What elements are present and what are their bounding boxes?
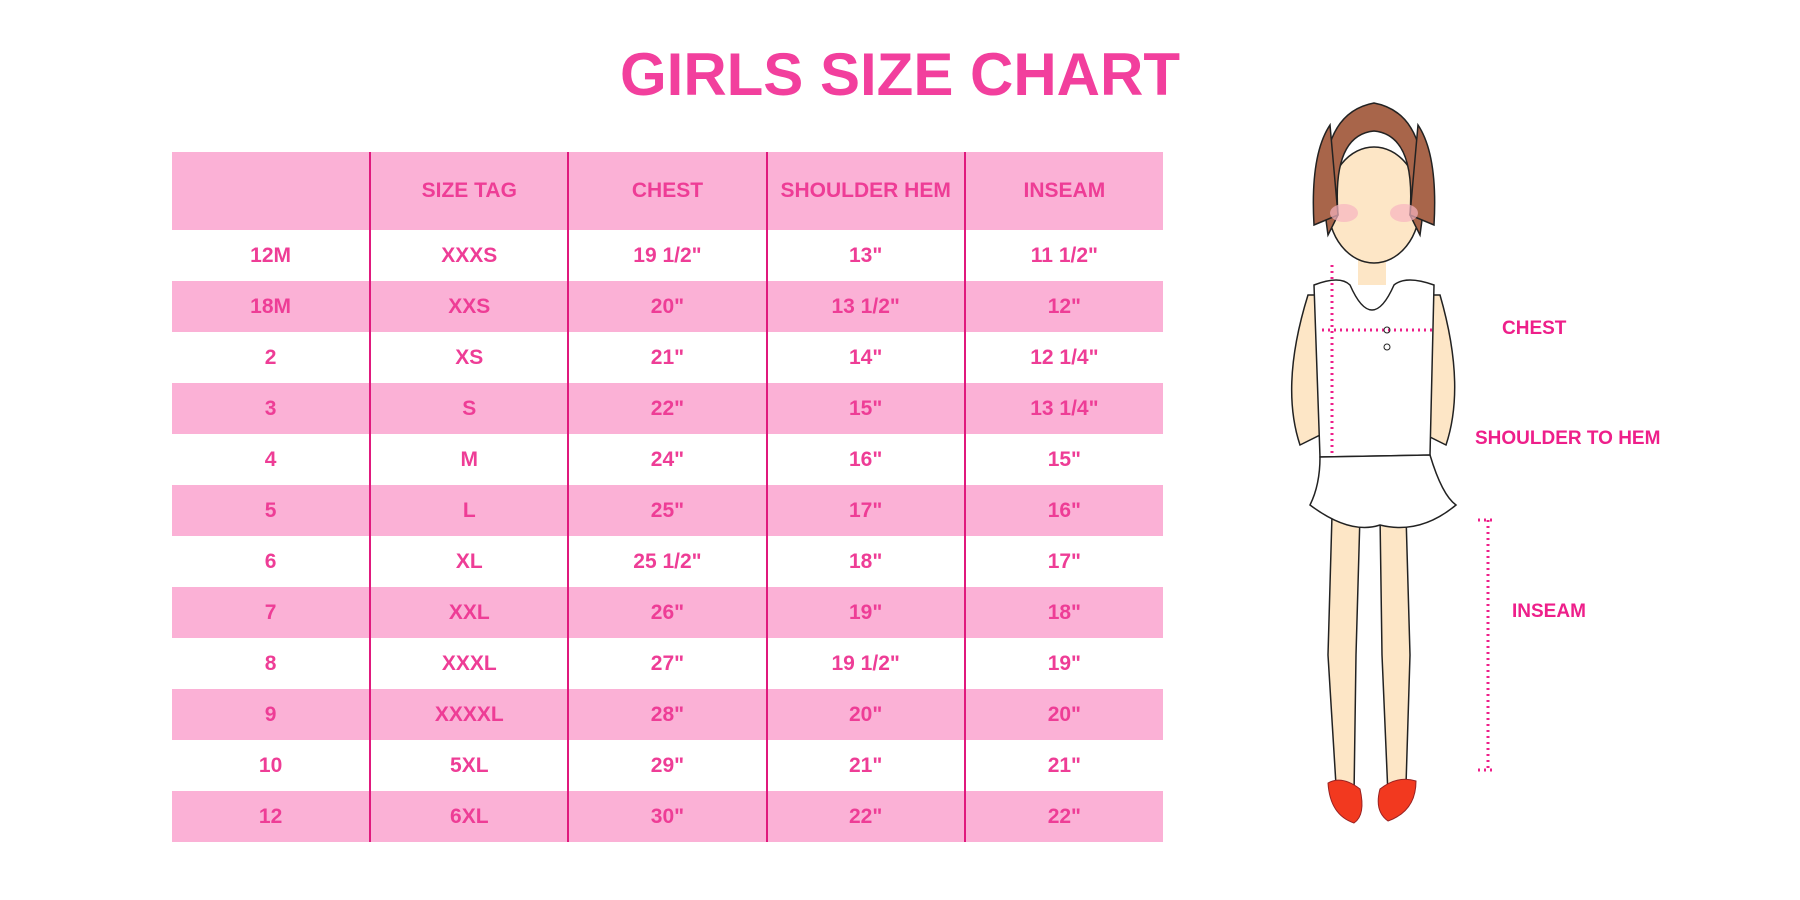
- table-row: 12 6XL 30" 22" 22": [172, 791, 1163, 842]
- table-cell: 14": [765, 332, 965, 383]
- table-cell: XXS: [369, 281, 569, 332]
- table-cell: 10: [258, 753, 283, 777]
- table-cell: 12M: [250, 243, 292, 267]
- table-row: 12M XXXS 19 1/2" 13" 11 1/2": [172, 230, 1163, 281]
- table-cell: 17": [765, 485, 965, 536]
- table-cell: 21": [963, 740, 1163, 791]
- chest-label: CHEST: [1502, 318, 1567, 339]
- column-header: CHEST: [567, 152, 767, 230]
- table-cell: 5: [172, 485, 371, 536]
- table-cell: 22": [567, 383, 767, 434]
- table-cell: 20": [963, 689, 1163, 740]
- table-cell: 3: [172, 383, 371, 434]
- table-cell: XXXXL: [369, 689, 569, 740]
- table-cell: 6: [264, 549, 277, 573]
- column-header: SHOULDER HEM: [765, 152, 965, 230]
- girl-illustration: [1270, 95, 1530, 870]
- table-cell: 5XL: [369, 740, 569, 791]
- table-cell: 30": [567, 791, 767, 842]
- table-cell: 18": [963, 587, 1163, 638]
- table-cell: L: [369, 485, 569, 536]
- table-cell: XS: [369, 332, 569, 383]
- table-cell: 24": [567, 434, 767, 485]
- shoulder-to-hem-label: SHOULDER TO HEM: [1475, 428, 1661, 449]
- table-cell: 2: [264, 345, 277, 369]
- table-cell: XL: [369, 536, 569, 587]
- column-header: [172, 152, 371, 230]
- table-cell: 21": [567, 332, 767, 383]
- table-cell: 25 1/2": [567, 536, 767, 587]
- table-cell: 12: [172, 791, 371, 842]
- table-cell: 17": [963, 536, 1163, 587]
- column-header: SIZE TAG: [369, 152, 569, 230]
- table-cell: 27": [567, 638, 767, 689]
- table-cell: 15": [765, 383, 965, 434]
- table-cell: 6XL: [369, 791, 569, 842]
- table-cell: 15": [963, 434, 1163, 485]
- table-cell: 16": [963, 485, 1163, 536]
- table-cell: 29": [567, 740, 767, 791]
- table-cell: 22": [765, 791, 965, 842]
- table-row: 9 XXXXL 28" 20" 20": [172, 689, 1163, 740]
- table-row: 18M XXS 20" 13 1/2" 12": [172, 281, 1163, 332]
- table-cell: 18M: [172, 281, 371, 332]
- inseam-label: INSEAM: [1512, 601, 1586, 622]
- table-cell: 16": [765, 434, 965, 485]
- table-cell: 25": [567, 485, 767, 536]
- table-row: 4 M 24" 16" 15": [172, 434, 1163, 485]
- table-cell: 21": [765, 740, 965, 791]
- table-row: 10 5XL 29" 21" 21": [172, 740, 1163, 791]
- table-cell: 28": [567, 689, 767, 740]
- girl-figure-icon: [1290, 102, 1496, 824]
- size-chart-table: SIZE TAG CHEST SHOULDER HEM INSEAM 12M XXXS 1…: [172, 152, 1163, 842]
- table-row: 5 L 25" 17" 16": [172, 485, 1163, 536]
- table-cell: 19 1/2": [567, 230, 767, 281]
- table-cell: 7: [172, 587, 371, 638]
- table-cell: 11 1/2": [963, 230, 1163, 281]
- table-cell: 22": [963, 791, 1163, 842]
- table-row: 3 S 22" 15" 13 1/4": [172, 383, 1163, 434]
- table-cell: 13 1/2": [765, 281, 965, 332]
- table-row: 6 XL 25 1/2" 18" 17": [172, 536, 1163, 587]
- page-title: GIRLS SIZE CHART: [619, 41, 1180, 108]
- column-header: INSEAM: [963, 152, 1163, 230]
- table-cell: 12 1/4": [963, 332, 1163, 383]
- table-row: 2 XS 21" 14" 12 1/4": [172, 332, 1163, 383]
- table-cell: 18": [765, 536, 965, 587]
- table-cell: 13 1/4": [963, 383, 1163, 434]
- table-cell: 9: [172, 689, 371, 740]
- table-cell: 26": [567, 587, 767, 638]
- table-cell: 19": [963, 638, 1163, 689]
- table-cell: 8: [264, 651, 277, 675]
- table-cell: 20": [765, 689, 965, 740]
- table-cell: M: [369, 434, 569, 485]
- table-cell: XXL: [369, 587, 569, 638]
- table-cell: 20": [567, 281, 767, 332]
- table-cell: 13": [765, 230, 965, 281]
- table-cell: S: [369, 383, 569, 434]
- table-cell: 19": [765, 587, 965, 638]
- table-cell: XXXL: [369, 638, 569, 689]
- table-row: 8 XXXL 27" 19 1/2" 19": [172, 638, 1163, 689]
- table-cell: 12": [963, 281, 1163, 332]
- table-cell: 4: [264, 447, 277, 471]
- table-cell: 19 1/2": [765, 638, 965, 689]
- table-cell: XXXS: [369, 230, 569, 281]
- table-row: 7 XXL 26" 19" 18": [172, 587, 1163, 638]
- table-header-row: SIZE TAG CHEST SHOULDER HEM INSEAM: [172, 152, 1163, 230]
